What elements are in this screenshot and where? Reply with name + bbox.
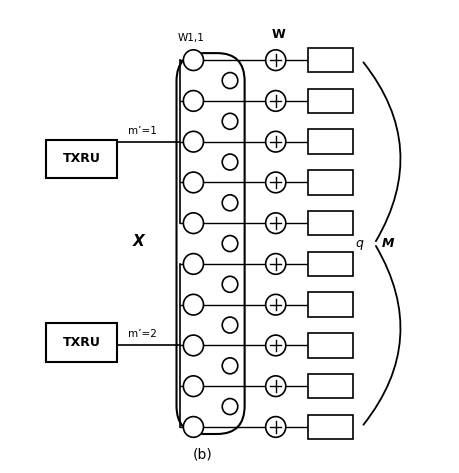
Bar (307, 415, 353, 439)
Text: TXRU: TXRU (62, 336, 100, 349)
Bar (307, 252, 353, 276)
Circle shape (222, 317, 237, 333)
Circle shape (265, 90, 285, 111)
Bar (307, 89, 353, 113)
Bar (307, 211, 353, 236)
Circle shape (183, 213, 203, 234)
Circle shape (265, 172, 285, 193)
Text: W1,1: W1,1 (177, 33, 204, 43)
Circle shape (222, 358, 237, 374)
Circle shape (265, 254, 285, 274)
Circle shape (222, 276, 237, 292)
Bar (307, 333, 353, 358)
Bar (46, 140, 117, 178)
Circle shape (265, 213, 285, 234)
Text: W: W (270, 28, 284, 41)
Circle shape (222, 399, 237, 414)
Circle shape (222, 195, 237, 211)
Bar (307, 130, 353, 154)
Circle shape (265, 50, 285, 70)
Bar (307, 48, 353, 72)
Circle shape (183, 376, 203, 396)
Circle shape (265, 376, 285, 396)
Circle shape (222, 154, 237, 170)
Circle shape (183, 131, 203, 152)
Text: m’=2: m’=2 (128, 329, 157, 339)
Circle shape (183, 254, 203, 274)
Circle shape (222, 72, 237, 88)
Bar (307, 170, 353, 195)
Circle shape (222, 114, 237, 129)
Text: m’=1: m’=1 (128, 125, 157, 136)
Circle shape (183, 50, 203, 70)
Circle shape (265, 335, 285, 356)
Bar (307, 374, 353, 398)
Text: q: q (355, 237, 363, 250)
Text: X: X (132, 234, 144, 249)
Circle shape (222, 236, 237, 252)
Text: M: M (381, 237, 393, 250)
Circle shape (265, 417, 285, 437)
Circle shape (265, 294, 285, 315)
Circle shape (183, 172, 203, 193)
Circle shape (265, 131, 285, 152)
Circle shape (183, 294, 203, 315)
Text: TXRU: TXRU (62, 152, 100, 166)
Circle shape (183, 335, 203, 356)
Circle shape (183, 417, 203, 437)
Bar (307, 292, 353, 317)
Circle shape (183, 90, 203, 111)
Bar (46, 323, 117, 361)
Text: (b): (b) (192, 447, 212, 461)
